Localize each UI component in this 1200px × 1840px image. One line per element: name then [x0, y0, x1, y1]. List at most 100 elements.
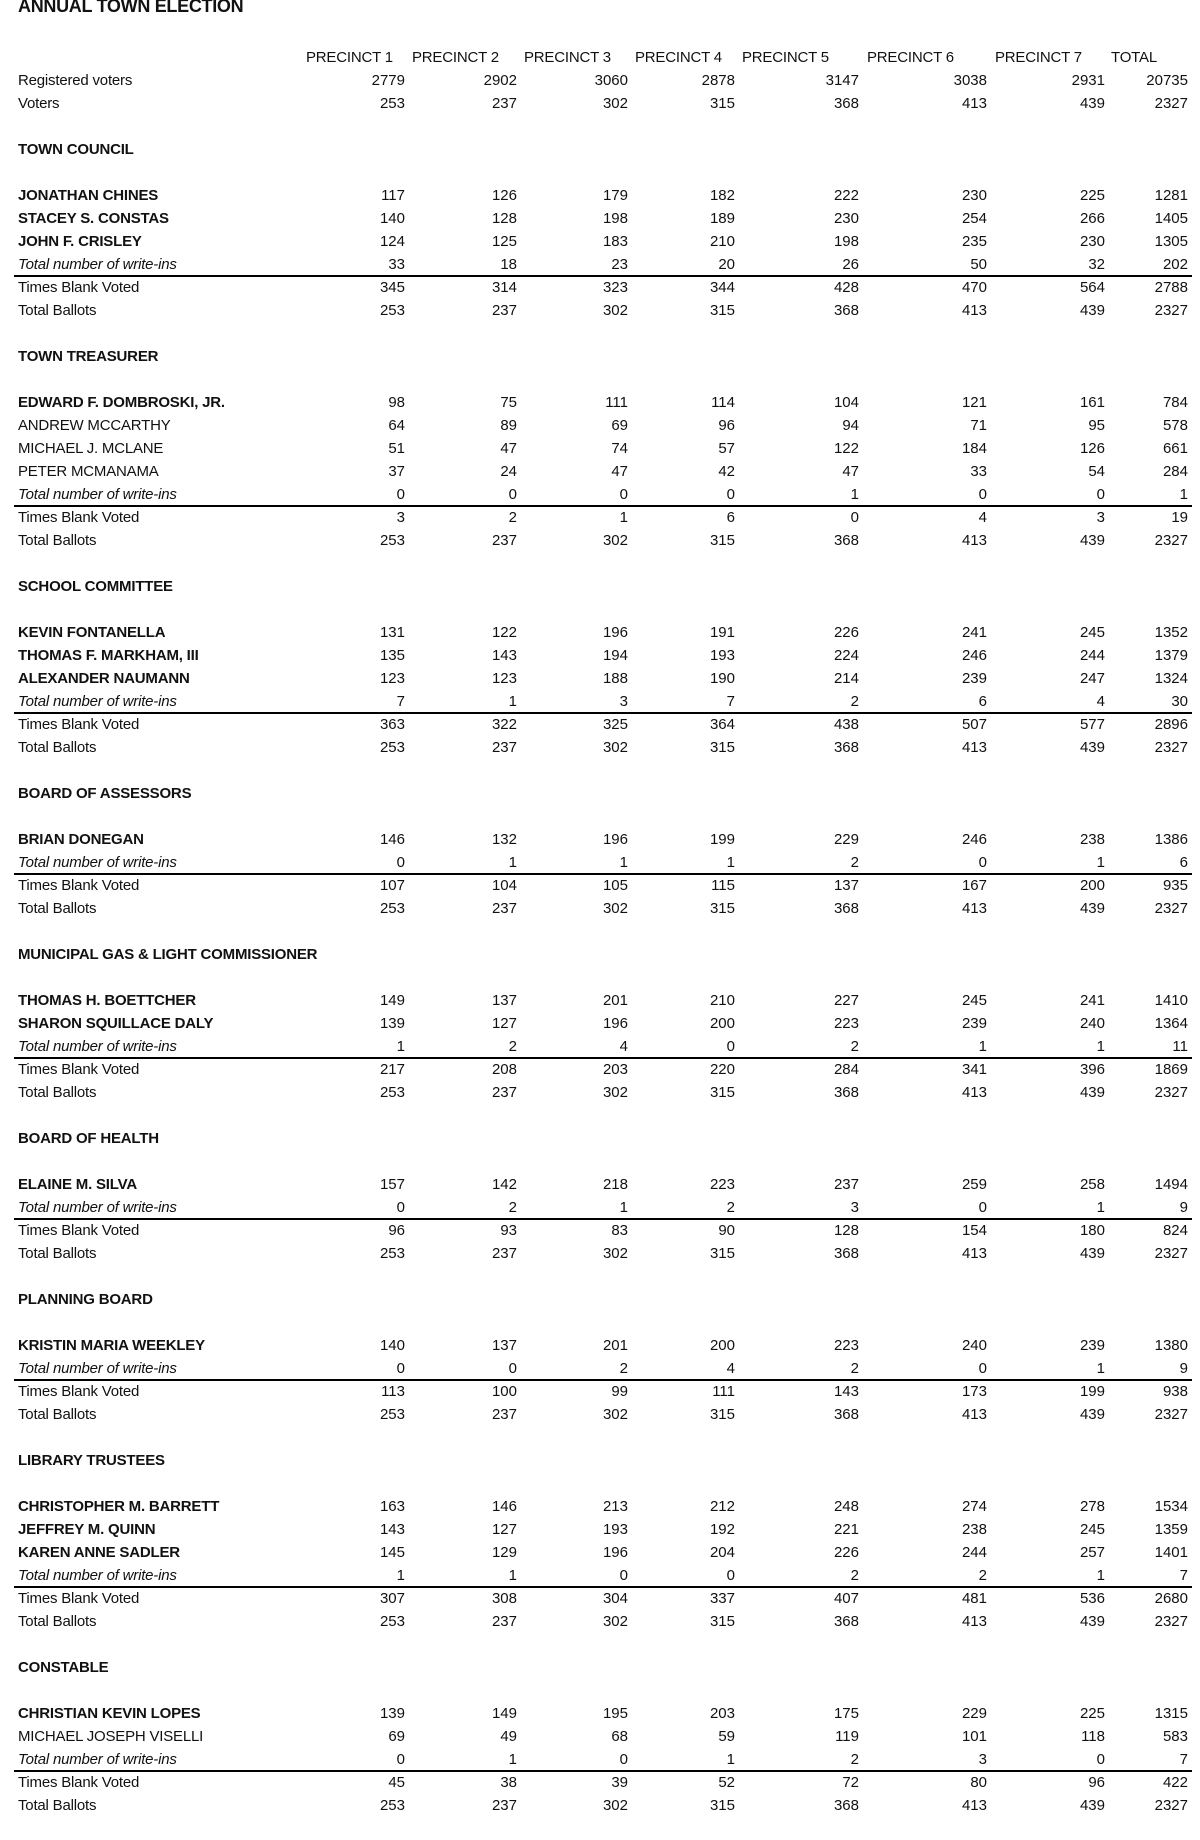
value-cell: 126: [1079, 440, 1105, 457]
value-cell: 1281: [1154, 187, 1188, 204]
value-cell: 413: [961, 739, 987, 756]
value-cell: 368: [833, 1797, 859, 1814]
row-label: Times Blank Voted: [18, 1061, 140, 1078]
value-cell: 439: [1079, 1084, 1105, 1101]
value-cell: 200: [709, 1015, 735, 1032]
value-cell: 194: [602, 647, 628, 664]
section-divider: [14, 1057, 1192, 1059]
value-cell: 201: [602, 1337, 628, 1354]
value-cell: 824: [1162, 1222, 1188, 1239]
value-cell: 11: [1172, 1038, 1188, 1055]
section-divider: [14, 275, 1192, 277]
value-cell: 439: [1079, 95, 1105, 112]
value-cell: 214: [833, 670, 859, 687]
blank-votes-row: Times Blank Voted 45 38 39 52 72 80 96 422: [0, 1771, 1200, 1794]
column-header: PRECINCT 2: [412, 49, 499, 66]
value-cell: 661: [1162, 440, 1188, 457]
value-cell: 344: [709, 279, 735, 296]
value-cell: 129: [491, 1544, 517, 1561]
value-cell: 203: [602, 1061, 628, 1078]
row-label: Voters: [18, 95, 60, 112]
value-cell: 368: [833, 1084, 859, 1101]
value-cell: 175: [833, 1705, 859, 1722]
value-cell: 33: [970, 463, 987, 480]
value-cell: 225: [1079, 1705, 1105, 1722]
value-cell: 439: [1079, 1245, 1105, 1262]
value-cell: 368: [833, 302, 859, 319]
candidate-name: KEVIN FONTANELLA: [18, 624, 166, 641]
value-cell: 96: [388, 1222, 405, 1239]
candidate-name: PETER MCMANAMA: [18, 463, 159, 480]
value-cell: 182: [709, 187, 735, 204]
value-cell: 69: [388, 1728, 405, 1745]
candidate-name: CHRISTIAN KEVIN LOPES: [18, 1705, 201, 1722]
section-divider: [14, 873, 1192, 875]
value-cell: 95: [1088, 417, 1105, 434]
value-cell: 104: [491, 877, 517, 894]
value-cell: 364: [709, 716, 735, 733]
candidate-row: MICHAEL JOSEPH VISELLI 69 49 68 59 119 101 118 5…: [0, 1725, 1200, 1748]
value-cell: 2: [726, 1199, 735, 1216]
value-cell: 583: [1162, 1728, 1188, 1745]
value-cell: 302: [602, 900, 628, 917]
write-ins-row: Total number of write-ins 0 1 1 1 2 0 1 6: [0, 851, 1200, 874]
summary-row: Voters 253 237 302 315 368 413 439 2327: [0, 92, 1200, 115]
value-cell: 2: [508, 509, 517, 526]
candidate-row: MICHAEL J. MCLANE 51 47 74 57 122 184 126 661: [0, 437, 1200, 460]
value-cell: 1: [1096, 1199, 1105, 1216]
value-cell: 57: [718, 440, 735, 457]
value-cell: 173: [961, 1383, 987, 1400]
candidate-row: STACEY S. CONSTAS 140 128 198 189 230 254 266 14…: [0, 207, 1200, 230]
section-title: TOWN TREASURER: [18, 348, 159, 365]
value-cell: 1379: [1154, 647, 1188, 664]
column-header: PRECINCT 1: [306, 49, 393, 66]
value-cell: 564: [1079, 279, 1105, 296]
value-cell: 4: [726, 1360, 735, 1377]
value-cell: 2680: [1154, 1590, 1188, 1607]
value-cell: 439: [1079, 302, 1105, 319]
value-cell: 104: [833, 394, 859, 411]
total-ballots-row: Total Ballots 253 237 302 315 368 413 439 2327: [0, 1610, 1200, 1633]
value-cell: 161: [1079, 394, 1105, 411]
value-cell: 208: [491, 1061, 517, 1078]
value-cell: 3: [850, 1199, 859, 1216]
value-cell: 2327: [1154, 302, 1188, 319]
value-cell: 1: [978, 1038, 987, 1055]
row-label: Total number of write-ins: [18, 486, 177, 503]
value-cell: 229: [961, 1705, 987, 1722]
value-cell: 315: [709, 900, 735, 917]
value-cell: 368: [833, 532, 859, 549]
value-cell: 139: [379, 1705, 405, 1722]
value-cell: 199: [709, 831, 735, 848]
value-cell: 258: [1079, 1176, 1105, 1193]
value-cell: 1: [396, 1567, 405, 1584]
value-cell: 2: [850, 1038, 859, 1055]
row-label: Total Ballots: [18, 1797, 97, 1814]
total-ballots-row: Total Ballots 253 237 302 315 368 413 439 2327: [0, 736, 1200, 759]
value-cell: 2: [978, 1567, 987, 1584]
candidate-row: KRISTIN MARIA WEEKLEY 140 137 201 200 223 240 2…: [0, 1334, 1200, 1357]
value-cell: 47: [842, 463, 859, 480]
candidate-name: JOHN F. CRISLEY: [18, 233, 142, 250]
value-cell: 210: [709, 233, 735, 250]
value-cell: 237: [491, 1406, 517, 1423]
value-cell: 308: [491, 1590, 517, 1607]
value-cell: 0: [396, 1360, 405, 1377]
value-cell: 4: [978, 509, 987, 526]
value-cell: 135: [379, 647, 405, 664]
value-cell: 189: [709, 210, 735, 227]
value-cell: 83: [611, 1222, 628, 1239]
value-cell: 6: [1179, 854, 1188, 871]
row-label: Total number of write-ins: [18, 1038, 177, 1055]
candidate-row: JOHN F. CRISLEY 124 125 183 210 198 235 230 1305: [0, 230, 1200, 253]
value-cell: 413: [961, 1406, 987, 1423]
value-cell: 0: [850, 509, 859, 526]
candidate-row: THOMAS H. BOETTCHER 149 137 201 210 227 245 241…: [0, 989, 1200, 1012]
value-cell: 247: [1079, 670, 1105, 687]
section-divider: [14, 1586, 1192, 1588]
value-cell: 196: [602, 831, 628, 848]
column-header: PRECINCT 3: [524, 49, 611, 66]
value-cell: 54: [1088, 463, 1105, 480]
value-cell: 0: [396, 486, 405, 503]
value-cell: 115: [711, 877, 735, 894]
